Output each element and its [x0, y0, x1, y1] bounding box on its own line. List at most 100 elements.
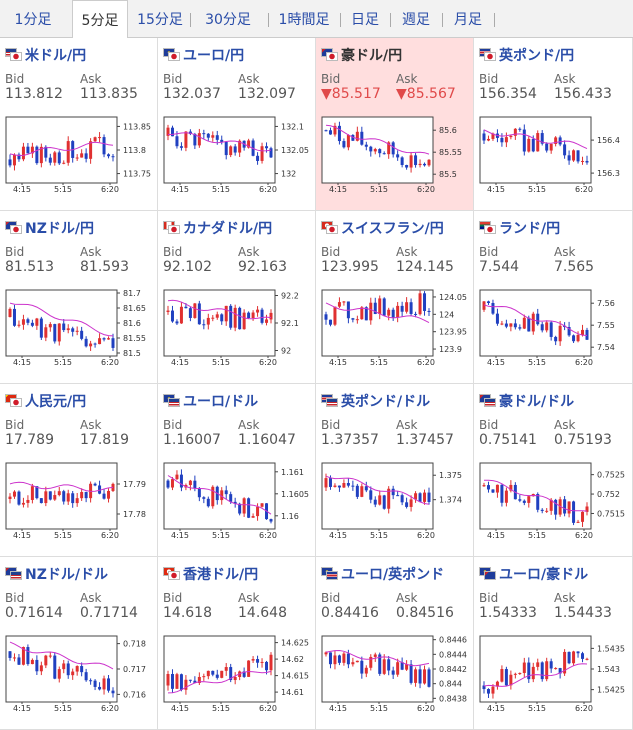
pair-title-link[interactable]: 英ポンド/ドル — [321, 392, 430, 410]
candle-body — [572, 335, 576, 342]
candle-body — [409, 302, 413, 314]
pair-title-link[interactable]: NZドル/ドル — [5, 565, 108, 583]
candle-body — [260, 146, 264, 161]
pair-title-link[interactable]: ユーロ/英ポンド — [321, 565, 444, 583]
pair-card[interactable]: ユーロ/円 Bid Ask 132.037 132.097 132.1 132.05 132 4… — [158, 38, 316, 211]
candle-body — [576, 521, 580, 523]
candle-body — [373, 149, 377, 152]
x-tick-label: 6:20 — [259, 704, 277, 713]
pair-card[interactable]: 英ポンド/ドル Bid Ask 1.37357 1.37457 1.375 1.374 4:1… — [316, 384, 474, 557]
pair-name: 豪ドル/円 — [341, 48, 403, 64]
bid-value: 7.544 — [479, 259, 519, 275]
tab-7[interactable]: 月足 — [454, 12, 482, 28]
candle-body — [48, 157, 52, 163]
mini-chart[interactable]: 1.5435 1.543 1.5425 4:15 5:15 6:20 — [478, 634, 628, 713]
pair-card[interactable]: ユーロ/豪ドル Bid Ask 1.54333 1.54433 1.5435 1.543 1.… — [474, 557, 633, 730]
pair-card[interactable]: 豪ドル/円 Bid Ask ▼85.517 ▼85.567 85.6 85.55 85.5 4:… — [316, 38, 474, 211]
pair-card[interactable]: カナダドル/円 Bid Ask 92.102 92.163 92.2 92.1 92 4:15 5… — [158, 211, 316, 384]
tab-4[interactable]: 1時間足 — [278, 12, 330, 28]
y-tick-label: 7.55 — [597, 321, 615, 330]
tab-3[interactable]: 30分足 — [205, 12, 251, 28]
mini-chart[interactable]: 156.4 156.3 4:15 5:15 6:20 — [478, 115, 628, 194]
pair-card[interactable]: NZドル/ドル Bid Ask 0.71614 0.71714 0.718 0.717 0.7… — [0, 557, 158, 730]
ask-label: Ask — [80, 245, 102, 259]
tab-2[interactable]: 15分足 — [137, 12, 183, 28]
pair-title-link[interactable]: ランド/円 — [479, 219, 560, 237]
mini-chart[interactable]: 17.79 17.78 4:15 5:15 6:20 — [4, 461, 154, 540]
mini-chart[interactable]: 0.7525 0.752 0.7515 4:15 5:15 6:20 — [478, 461, 628, 540]
candle-body — [197, 303, 201, 325]
tab-1[interactable]: 5分足 — [72, 0, 128, 39]
candle-body — [482, 301, 486, 310]
mini-chart[interactable]: 1.375 1.374 4:15 5:15 6:20 — [320, 461, 470, 540]
candle-body — [193, 133, 197, 146]
candle-body — [30, 146, 34, 154]
mini-chart[interactable]: 14.625 14.62 14.615 14.61 4:15 5:15 6:20 — [162, 634, 312, 713]
pair-card[interactable]: 英ポンド/円 Bid Ask 156.354 156.433 156.4 156.3 4:15… — [474, 38, 633, 211]
pair-card[interactable]: 豪ドル/ドル Bid Ask 0.75141 0.75193 0.7525 0.752 0.7… — [474, 384, 633, 557]
pair-card[interactable]: NZドル/円 Bid Ask 81.513 81.593 81.7 81.65 81.6 81.… — [0, 211, 158, 384]
mini-chart[interactable]: 81.7 81.65 81.6 81.55 81.5 4:15 5:15 6:20 — [4, 288, 154, 367]
candle-body — [98, 137, 102, 139]
pair-title-link[interactable]: 豪ドル/ドル — [479, 392, 574, 410]
ask-label: Ask — [238, 591, 260, 605]
x-tick-label: 4:15 — [171, 358, 189, 367]
candle-body — [405, 502, 409, 507]
pair-title-link[interactable]: 米ドル/円 — [5, 46, 86, 64]
pair-title-link[interactable]: 英ポンド/円 — [479, 46, 574, 64]
mini-chart[interactable]: 124.05 124 123.95 123.9 4:15 5:15 6:20 — [320, 288, 470, 367]
pair-card[interactable]: 人民元/円 Bid Ask 17.789 17.819 17.79 17.78 4:15 5:1… — [0, 384, 158, 557]
mini-chart[interactable]: 0.718 0.717 0.716 4:15 5:15 6:20 — [4, 634, 154, 713]
jp-flag-icon — [484, 52, 496, 61]
candle-body — [53, 495, 57, 500]
candle-body — [93, 137, 97, 142]
pair-card[interactable]: 香港ドル/円 Bid Ask 14.618 14.648 14.625 14.62 14.61… — [158, 557, 316, 730]
candle-body — [576, 150, 580, 162]
candle-body — [324, 314, 328, 320]
candle-body — [111, 690, 115, 694]
tab-5[interactable]: 日足 — [351, 12, 379, 28]
pair-title-link[interactable]: NZドル/円 — [5, 219, 94, 237]
mini-chart[interactable]: 132.1 132.05 132 4:15 5:15 6:20 — [162, 115, 312, 194]
candle-body — [500, 669, 504, 682]
mini-chart[interactable]: 92.2 92.1 92 4:15 5:15 6:20 — [162, 288, 312, 367]
pair-title-link[interactable]: ユーロ/豪ドル — [479, 565, 588, 583]
candle-body — [572, 651, 576, 664]
tab-6[interactable]: 週足 — [402, 12, 430, 28]
candle-body — [170, 673, 174, 689]
pair-card[interactable]: ユーロ/ドル Bid Ask 1.16007 1.16047 1.161 1.1605 1.1… — [158, 384, 316, 557]
flag-icon — [163, 48, 181, 62]
candlestick-chart: 124.05 124 123.95 123.9 4:15 5:15 6:20 — [321, 289, 467, 367]
pair-title-link[interactable]: ユーロ/円 — [163, 46, 244, 64]
y-tick-label: 81.6 — [123, 319, 141, 328]
candle-body — [256, 309, 260, 313]
x-tick-label: 4:15 — [329, 358, 347, 367]
mini-chart[interactable]: 113.85 113.8 113.75 4:15 5:15 6:20 — [4, 115, 154, 194]
flag-icon — [5, 48, 23, 62]
pair-title-link[interactable]: ユーロ/ドル — [163, 392, 258, 410]
mini-chart[interactable]: 1.161 1.1605 1.16 4:15 5:15 6:20 — [162, 461, 312, 540]
candle-body — [418, 669, 422, 684]
candle-body — [405, 165, 409, 168]
candle-body — [585, 160, 589, 163]
mini-chart[interactable]: 0.8446 0.8444 0.8442 0.844 0.8438 4:15 5:15 6:2… — [320, 634, 470, 713]
pair-card[interactable]: 米ドル/円 Bid Ask 113.812 113.835 113.85 113.8 113.… — [0, 38, 158, 211]
y-tick-label: 123.9 — [439, 345, 462, 354]
pair-title-link[interactable]: スイスフラン/円 — [321, 219, 444, 237]
y-tick-label: 14.62 — [281, 655, 304, 664]
pair-title-link[interactable]: カナダドル/円 — [163, 219, 272, 237]
y-tick-label: 1.375 — [439, 471, 462, 480]
pair-title-link[interactable]: 豪ドル/円 — [321, 46, 402, 64]
mini-chart[interactable]: 7.56 7.55 7.54 4:15 5:15 6:20 — [478, 288, 628, 367]
mini-chart[interactable]: 85.6 85.55 85.5 4:15 5:15 6:20 — [320, 115, 470, 194]
pair-title-link[interactable]: 人民元/円 — [5, 392, 86, 410]
pair-title-link[interactable]: 香港ドル/円 — [163, 565, 258, 583]
tab-0[interactable]: 1分足 — [14, 12, 52, 28]
candle-body — [549, 143, 553, 151]
candlestick-chart: 156.4 156.3 4:15 5:15 6:20 — [479, 116, 620, 194]
pair-card[interactable]: ランド/円 Bid Ask 7.544 7.565 7.56 7.55 7.54 4:15 5:1… — [474, 211, 633, 384]
pair-card[interactable]: スイスフラン/円 Bid Ask 123.995 124.145 124.05 124 123… — [316, 211, 474, 384]
pair-name: 豪ドル/ドル — [499, 394, 575, 410]
pair-card[interactable]: ユーロ/英ポンド Bid Ask 0.84416 0.84516 0.8446 0.8444… — [316, 557, 474, 730]
candle-body — [545, 661, 549, 680]
